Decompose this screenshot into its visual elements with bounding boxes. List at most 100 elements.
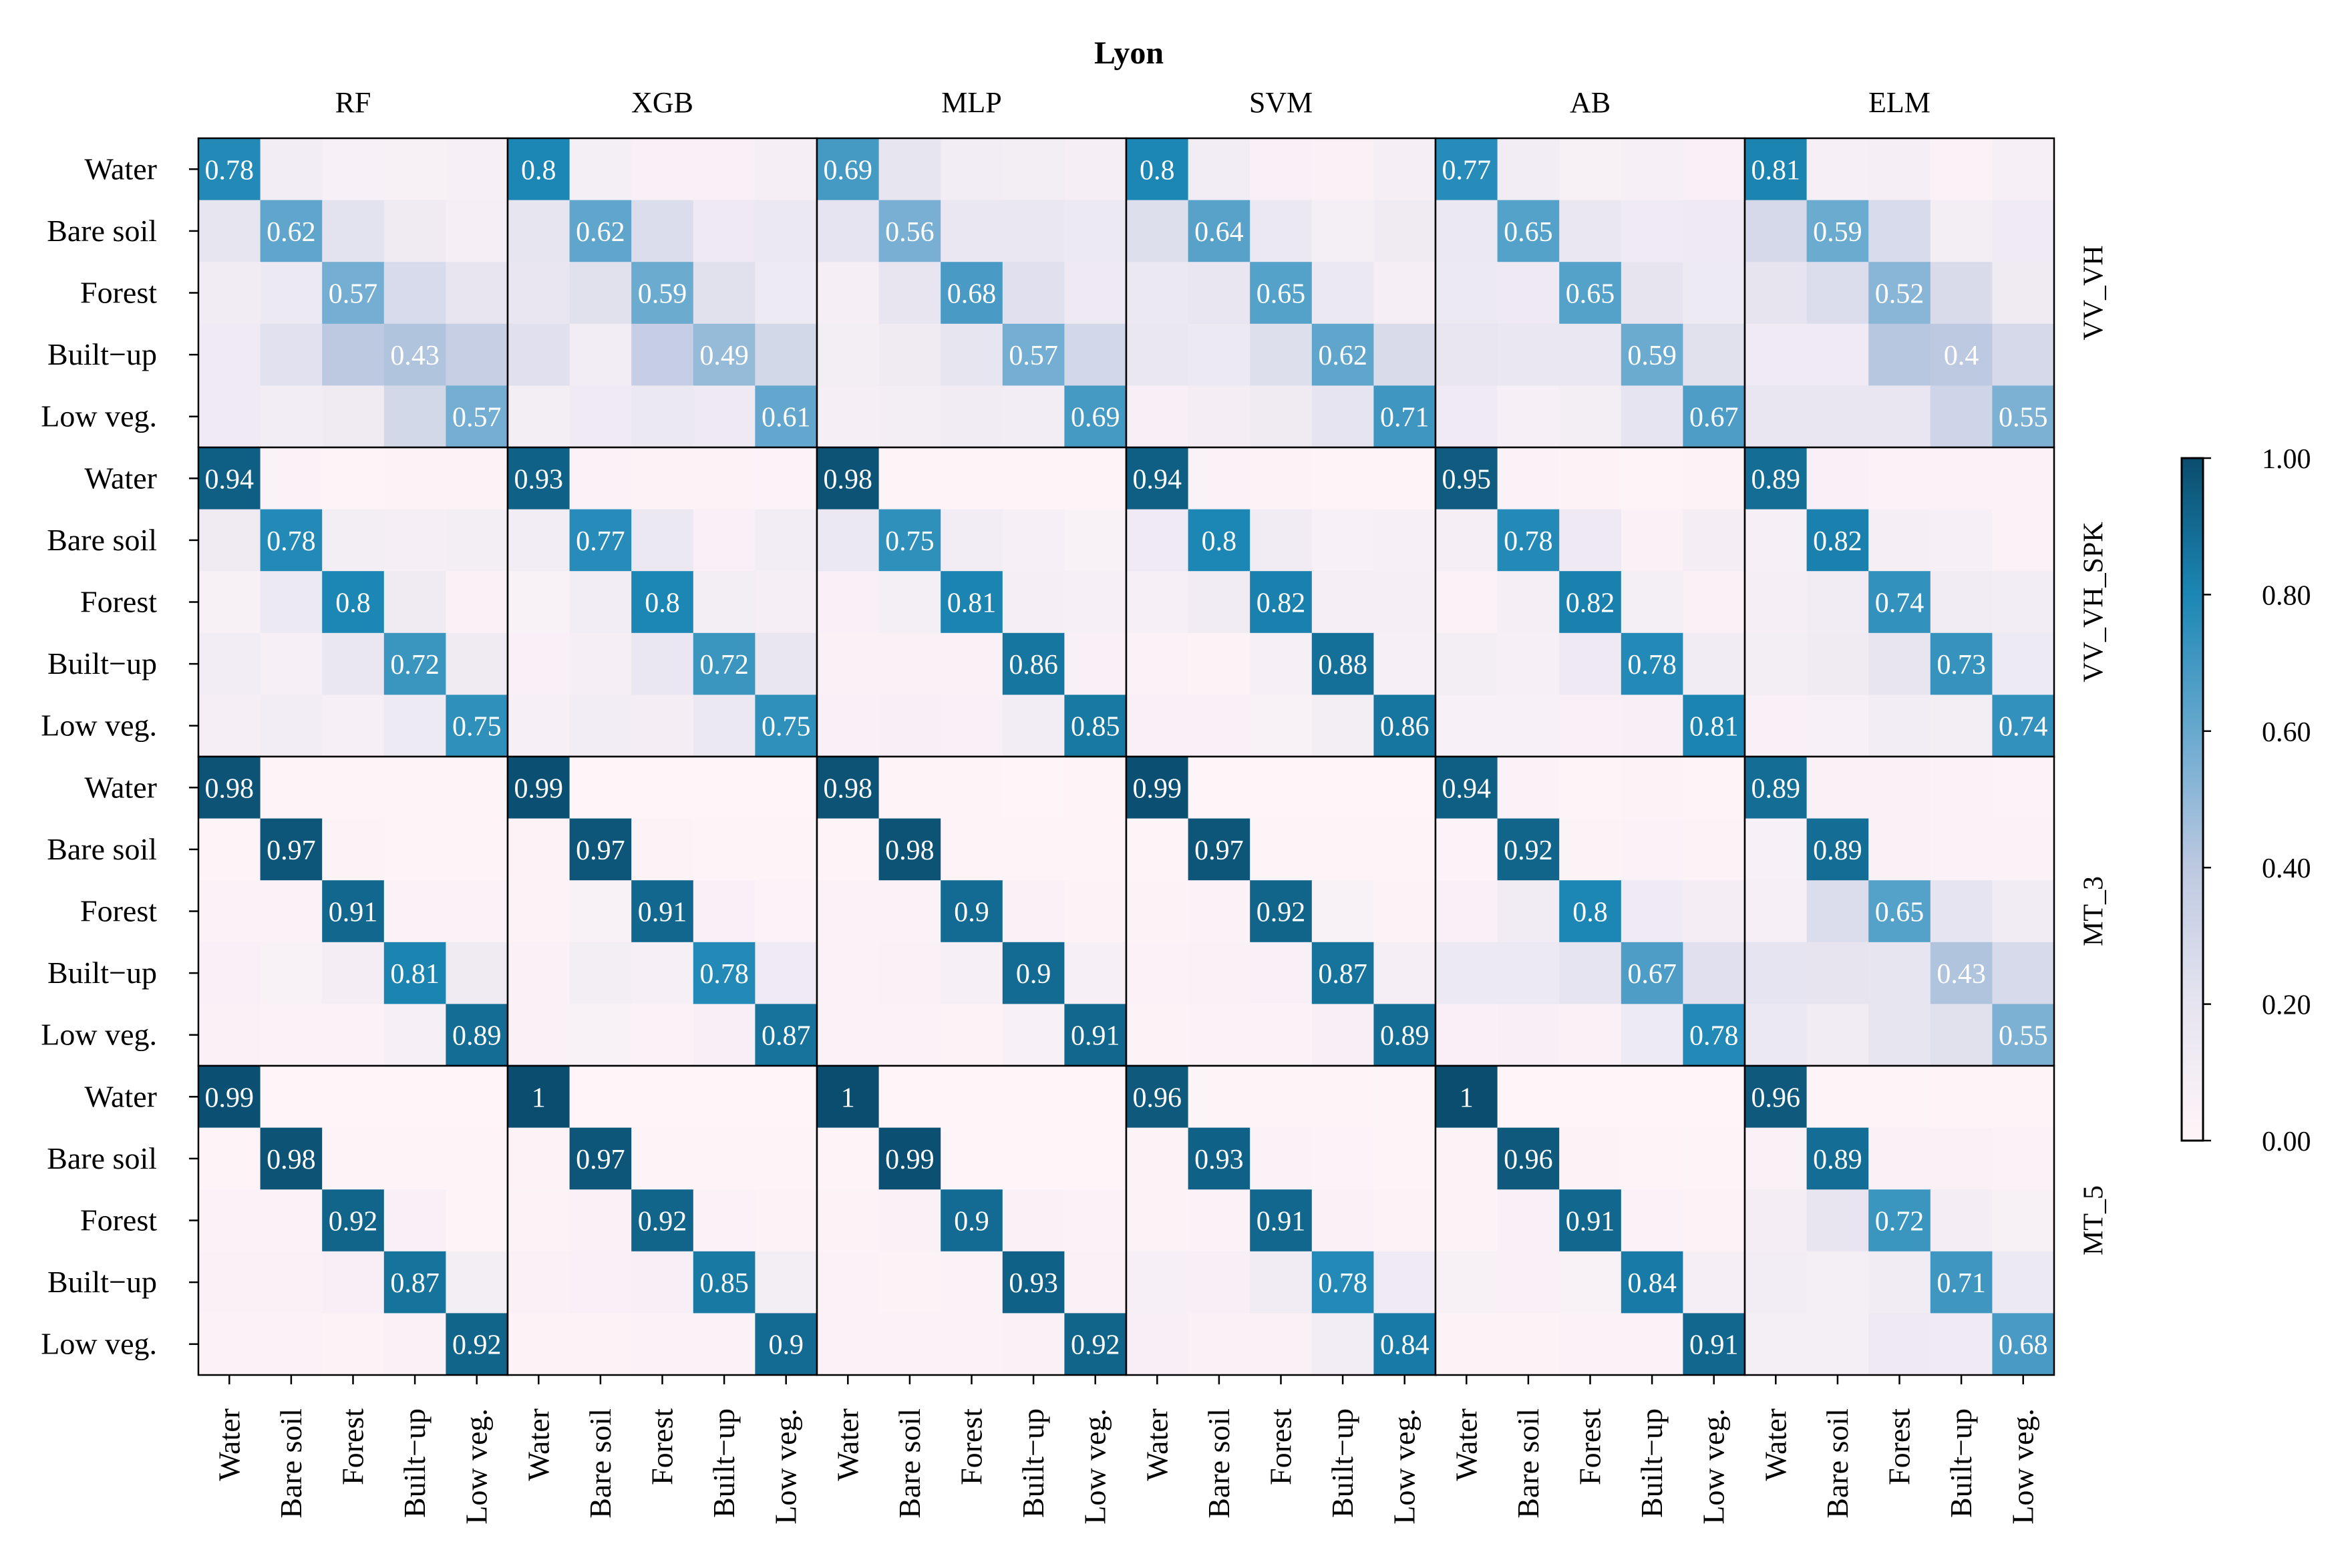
heatmap-cell [1436,571,1498,634]
diagonal-value-label: 0.67 [1627,959,1677,990]
heatmap-cell [631,1127,694,1190]
heatmap-cell [1126,571,1189,634]
heatmap-cell [1188,447,1250,510]
heatmap-cell [1436,323,1498,386]
diagonal-value-label: 0.62 [267,217,316,248]
heatmap-cell [693,385,756,448]
panel-MT_3-SVM: 0.99 0.97 0.92 0.87 0.89 [1125,755,1437,1067]
heatmap-cell [322,818,385,881]
x-tick-label: Water [1449,1408,1483,1481]
heatmap-cell [1373,323,1436,386]
colorbar-tick-label: 0.40 [2262,853,2311,884]
heatmap-cell [631,509,694,572]
heatmap-cell [1436,1127,1498,1190]
heatmap-cell [878,385,941,448]
heatmap-cell [1436,385,1498,448]
heatmap-cell [1559,1066,1622,1129]
heatmap-cell [631,880,694,943]
heatmap-cell [1868,323,1931,386]
diagonal-value-label: 0.96 [1504,1145,1553,1175]
heatmap-cell [817,1313,880,1376]
heatmap-cell [1806,323,1869,386]
heatmap-cell [322,200,385,262]
heatmap-cell [383,1004,446,1066]
heatmap-cell [1126,138,1189,201]
x-tick-label: Bare soil [274,1408,308,1519]
heatmap-cell [383,138,446,201]
heatmap-cell [1992,262,2055,325]
heatmap-cell [631,1004,694,1066]
x-tick-label: Bare soil [1202,1408,1236,1519]
column-header-ELM: ELM [1868,86,1931,119]
heatmap-cell [260,818,323,881]
heatmap-cell [941,1004,1003,1066]
panel-VV_VH-XGB: 0.8 0.62 0.59 0.49 0.61 [506,137,818,449]
heatmap-cell [1311,695,1374,757]
panel-VV_VH_SPK-MLP: 0.98 0.75 0.81 0.86 0.85 [816,446,1128,758]
diagonal-value-label: 0.55 [1999,403,2048,433]
x-tick-label: Water [830,1408,864,1481]
heatmap-cell [198,1251,261,1314]
heatmap-cell [1064,138,1127,201]
heatmap-cell [1621,1189,1683,1252]
heatmap-cell [817,262,880,325]
heatmap-cell [446,818,508,881]
heatmap-cell [1188,1251,1250,1314]
heatmap-cell [1064,695,1127,757]
diagonal-value-label: 0.73 [1937,650,1986,680]
colorbar-tick-label: 0.60 [2262,717,2311,748]
panel-VV_VH_SPK-XGB: 0.93 0.77 0.8 0.72 0.75 [506,446,818,758]
heatmap-cell [198,323,261,386]
x-tick-label: Low veg. [460,1408,494,1525]
heatmap-cell [1868,818,1931,881]
heatmap-cell [631,632,694,695]
heatmap-cell [383,880,446,943]
heatmap-cell [383,447,446,510]
diagonal-value-label: 0.97 [576,1145,625,1175]
heatmap-cell [198,385,261,448]
diagonal-value-label: 0.78 [1627,650,1677,680]
heatmap-cell [1621,447,1683,510]
heatmap-cell [755,942,818,1004]
heatmap-cell [446,942,508,1004]
heatmap-cell [631,1066,694,1129]
heatmap-cell [1745,1066,1808,1129]
heatmap-cell [693,880,756,943]
heatmap-cell [508,1127,570,1190]
heatmap-cell [198,200,261,262]
heatmap-cell [1683,447,1745,510]
heatmap-cell [260,1127,323,1190]
column-header-RF: RF [335,86,371,119]
diagonal-value-label: 0.87 [762,1021,811,1052]
heatmap-cell [1745,942,1808,1004]
heatmap-cell [631,942,694,1004]
heatmap-cell [1868,1189,1931,1252]
diagonal-value-label: 0.9 [768,1330,804,1361]
heatmap-cell [1188,385,1250,448]
heatmap-cell [1002,1127,1065,1190]
diagonal-value-label: 1 [532,1083,546,1113]
colorbar-tick-label: 1.00 [2262,444,2311,475]
heatmap-cell [878,1313,941,1376]
heatmap-cell [1992,942,2055,1004]
diagonal-value-label: 0.97 [576,835,625,866]
heatmap-cell [1436,200,1498,262]
heatmap-cell [1250,447,1313,510]
heatmap-cell [446,200,508,262]
heatmap-cell [1930,632,1993,695]
diagonal-value-label: 0.56 [885,217,935,248]
heatmap-cell [1002,1066,1065,1129]
heatmap-cell [1497,1004,1560,1066]
heatmap-cell [878,757,941,819]
y-tick-label: Low veg. [41,709,157,743]
diagonal-value-label: 0.82 [1566,588,1615,619]
heatmap-cell [1002,695,1065,757]
y-tick-label: Bare soil [47,832,157,866]
heatmap-cell [1497,138,1560,201]
diagonal-value-label: 0.59 [1627,341,1677,371]
heatmap-cell [1992,1251,2055,1314]
heatmap-cell [1559,323,1622,386]
heatmap-cell [878,1066,941,1129]
heatmap-cell [1436,818,1498,881]
heatmap-cell [1311,1189,1374,1252]
